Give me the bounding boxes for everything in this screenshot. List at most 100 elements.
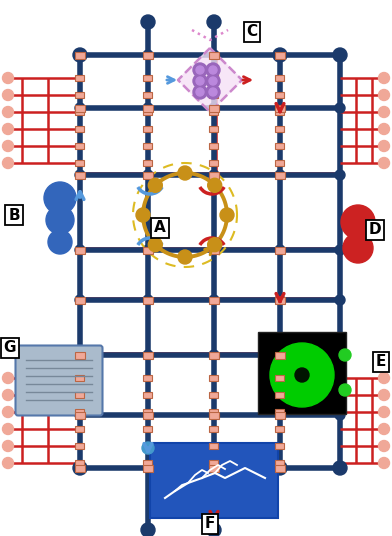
Bar bbox=[209, 426, 218, 432]
Bar bbox=[143, 109, 152, 115]
Bar bbox=[143, 172, 153, 178]
Circle shape bbox=[339, 349, 351, 361]
Bar bbox=[276, 92, 285, 98]
Circle shape bbox=[275, 295, 285, 305]
Circle shape bbox=[209, 350, 219, 360]
Bar bbox=[143, 443, 152, 449]
Bar bbox=[143, 105, 153, 111]
Bar bbox=[76, 409, 85, 415]
Circle shape bbox=[2, 158, 13, 168]
Circle shape bbox=[209, 66, 217, 74]
Bar bbox=[209, 160, 218, 166]
Circle shape bbox=[143, 295, 153, 305]
Circle shape bbox=[141, 15, 155, 29]
Circle shape bbox=[75, 295, 85, 305]
Circle shape bbox=[343, 233, 373, 263]
Bar bbox=[143, 247, 153, 254]
Bar bbox=[209, 105, 219, 111]
Circle shape bbox=[379, 441, 390, 451]
Bar bbox=[76, 75, 85, 81]
Circle shape bbox=[2, 390, 13, 400]
Circle shape bbox=[75, 103, 85, 113]
Bar bbox=[275, 247, 285, 254]
Circle shape bbox=[379, 140, 390, 152]
Circle shape bbox=[143, 463, 153, 473]
Circle shape bbox=[73, 48, 87, 62]
Bar bbox=[75, 412, 85, 419]
Text: G: G bbox=[4, 340, 16, 355]
Bar bbox=[276, 143, 285, 149]
Bar bbox=[209, 126, 218, 132]
Circle shape bbox=[270, 343, 334, 407]
Text: F: F bbox=[205, 517, 215, 532]
Bar bbox=[276, 460, 285, 466]
Circle shape bbox=[196, 66, 204, 74]
Bar bbox=[275, 352, 285, 359]
Circle shape bbox=[2, 441, 13, 451]
Circle shape bbox=[2, 90, 13, 101]
Bar bbox=[75, 172, 85, 178]
Circle shape bbox=[295, 368, 309, 382]
Bar bbox=[209, 465, 219, 472]
Circle shape bbox=[379, 158, 390, 168]
Circle shape bbox=[292, 365, 312, 385]
Circle shape bbox=[148, 178, 162, 192]
Bar bbox=[276, 75, 285, 81]
Bar bbox=[76, 109, 85, 115]
Bar bbox=[209, 352, 219, 359]
Bar bbox=[276, 126, 285, 132]
Bar bbox=[275, 51, 285, 58]
Circle shape bbox=[285, 358, 319, 392]
Circle shape bbox=[379, 406, 390, 418]
Bar bbox=[143, 75, 152, 81]
Circle shape bbox=[335, 410, 345, 420]
Bar bbox=[143, 412, 153, 419]
Circle shape bbox=[277, 350, 327, 400]
Bar bbox=[76, 392, 85, 398]
Bar bbox=[209, 460, 218, 466]
Bar bbox=[276, 426, 285, 432]
Circle shape bbox=[335, 50, 345, 60]
Bar bbox=[143, 426, 152, 432]
Bar bbox=[276, 375, 285, 381]
Circle shape bbox=[2, 140, 13, 152]
Text: C: C bbox=[247, 25, 258, 40]
Circle shape bbox=[339, 384, 351, 396]
Circle shape bbox=[379, 458, 390, 468]
Bar bbox=[75, 51, 85, 58]
Circle shape bbox=[75, 410, 85, 420]
Bar bbox=[143, 409, 152, 415]
Circle shape bbox=[143, 245, 153, 255]
Circle shape bbox=[2, 406, 13, 418]
Circle shape bbox=[208, 237, 222, 252]
Bar bbox=[275, 465, 285, 472]
Text: A: A bbox=[154, 220, 166, 235]
Bar bbox=[143, 375, 152, 381]
Circle shape bbox=[335, 245, 345, 255]
Bar bbox=[143, 126, 152, 132]
Circle shape bbox=[379, 423, 390, 435]
Bar bbox=[209, 412, 219, 419]
Circle shape bbox=[73, 461, 87, 475]
Bar bbox=[75, 105, 85, 111]
Circle shape bbox=[46, 206, 74, 234]
Bar bbox=[209, 375, 218, 381]
Circle shape bbox=[196, 77, 204, 85]
Circle shape bbox=[193, 85, 207, 99]
Bar bbox=[276, 443, 285, 449]
Bar bbox=[209, 75, 218, 81]
Circle shape bbox=[209, 88, 217, 96]
Circle shape bbox=[193, 63, 207, 77]
Circle shape bbox=[75, 170, 85, 180]
Bar bbox=[75, 465, 85, 472]
Circle shape bbox=[136, 208, 150, 222]
Bar bbox=[209, 51, 219, 58]
Bar bbox=[143, 465, 153, 472]
Circle shape bbox=[206, 85, 220, 99]
Bar bbox=[276, 409, 285, 415]
Circle shape bbox=[75, 50, 85, 60]
Circle shape bbox=[143, 350, 153, 360]
Bar bbox=[143, 392, 152, 398]
Circle shape bbox=[143, 170, 153, 180]
Circle shape bbox=[2, 373, 13, 383]
